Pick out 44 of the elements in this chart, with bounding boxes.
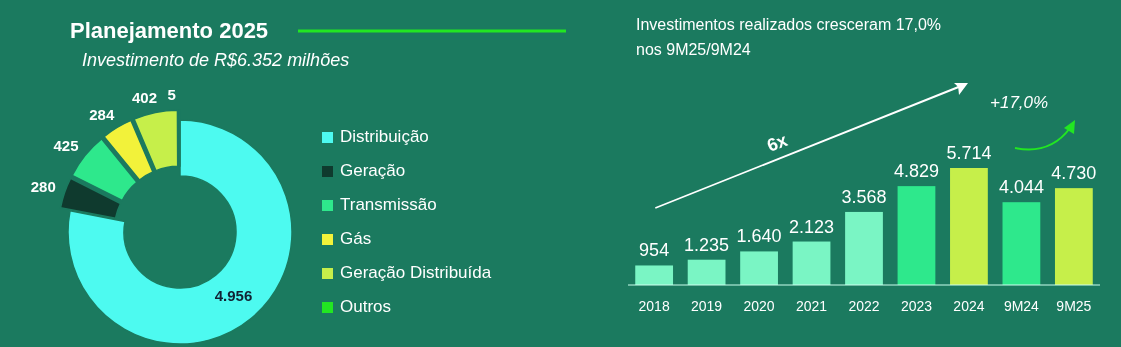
legend-label: Geração bbox=[340, 161, 406, 181]
legend-label: Geração Distribuída bbox=[340, 263, 492, 283]
data-label: 3.568 bbox=[841, 186, 887, 207]
data-label: 1.235 bbox=[684, 234, 730, 255]
bar bbox=[792, 241, 831, 285]
data-label: 4.829 bbox=[893, 161, 939, 182]
legend-label: Gás bbox=[340, 229, 372, 249]
chart-title: Planejamento 2025 bbox=[70, 18, 269, 43]
data-label: 2.123 bbox=[789, 216, 835, 237]
data-label: 4.956 bbox=[214, 286, 253, 304]
data-label: 1.640 bbox=[736, 226, 782, 247]
x-tick-label: 2021 bbox=[795, 298, 828, 314]
data-label: 284 bbox=[89, 105, 115, 123]
bar bbox=[897, 186, 936, 285]
chart-title: Investimentos realizados cresceram 17,0% nos 9M25/9M24 bbox=[636, 15, 943, 60]
x-tick-label: 2022 bbox=[848, 298, 880, 314]
bar bbox=[740, 251, 778, 285]
chart-subtitle: Investimento de R$6.352 milhões bbox=[82, 50, 350, 70]
bar bbox=[635, 265, 674, 285]
legend-label: Outros bbox=[340, 297, 392, 317]
x-tick-label: 2019 bbox=[691, 298, 723, 314]
data-label: 280 bbox=[30, 178, 56, 196]
data-label: 954 bbox=[639, 240, 670, 261]
x-tick-label: 2018 bbox=[638, 298, 670, 314]
x-tick-label: 9M24 bbox=[1003, 298, 1040, 314]
data-label: 402 bbox=[131, 88, 157, 106]
text: 6x bbox=[764, 129, 791, 156]
text: +17,0% bbox=[990, 93, 1049, 112]
x-tick-label: 2020 bbox=[743, 298, 775, 314]
data-label: 5 bbox=[167, 85, 176, 103]
bar bbox=[1054, 188, 1093, 285]
data-label: 4.044 bbox=[998, 177, 1044, 198]
data-label: 5.714 bbox=[946, 143, 992, 163]
data-label: 425 bbox=[53, 136, 79, 154]
data-label: 4.730 bbox=[1051, 163, 1097, 184]
x-tick-label: 2023 bbox=[900, 298, 933, 314]
bar bbox=[950, 168, 988, 285]
bar bbox=[845, 211, 883, 285]
legend-label: Distribuição bbox=[340, 127, 429, 147]
x-tick-label: 2024 bbox=[953, 298, 985, 314]
x-tick-label: 9M25 bbox=[1056, 298, 1092, 314]
bar bbox=[1002, 202, 1041, 285]
bar bbox=[687, 259, 726, 285]
legend-label: Transmissão bbox=[340, 195, 437, 215]
